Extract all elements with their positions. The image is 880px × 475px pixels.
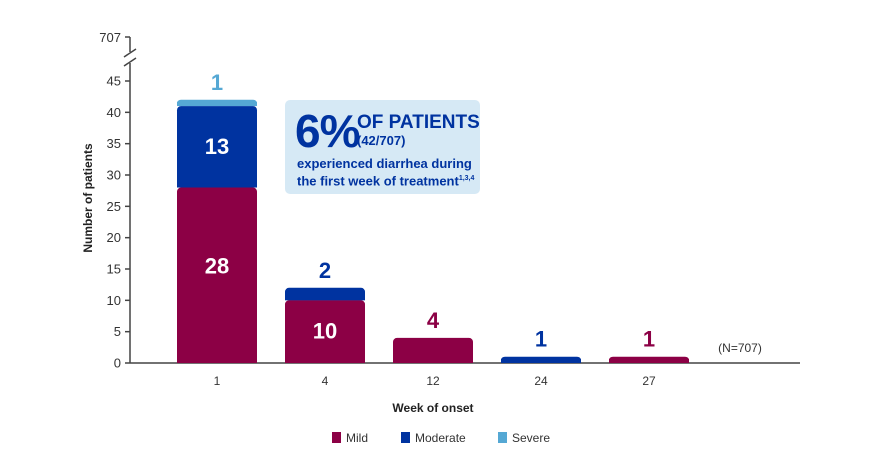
y-tick-label: 707 <box>99 30 121 45</box>
bar-segment-base <box>177 183 257 188</box>
bar-segment-mild <box>393 337 473 363</box>
bar-segment-moderate <box>177 106 257 188</box>
legend-label-mild: Mild <box>346 431 368 445</box>
y-tick-label: 0 <box>114 356 121 371</box>
y-tick-label: 35 <box>107 136 121 151</box>
axis-break <box>123 48 137 58</box>
y-tick-label: 30 <box>107 168 121 183</box>
data-label: 2 <box>319 258 331 283</box>
legend-swatch-mild <box>332 432 341 443</box>
bar-segment-mild <box>177 187 257 363</box>
y-tick-label: 15 <box>107 262 121 277</box>
callout-superscript: 1,3,4 <box>458 175 475 182</box>
legend-swatch-severe <box>498 432 507 443</box>
data-label: 10 <box>313 319 337 344</box>
callout-fraction: (42/707) <box>357 133 406 148</box>
data-label: 1 <box>211 70 223 95</box>
y-tick-label: 10 <box>107 293 121 308</box>
bar-segment-mild <box>285 300 365 363</box>
callout-description-text: experienced diarrhea during the first we… <box>297 156 472 189</box>
bar-segment-base <box>609 359 689 363</box>
bar-segment-base <box>177 102 257 107</box>
n-label: (N=707) <box>718 341 762 355</box>
callout-headline: OF PATIENTS <box>357 112 480 133</box>
callout-description: experienced diarrhea during the first we… <box>297 156 482 188</box>
bar-segment-base <box>501 359 581 363</box>
y-tick-label: 40 <box>107 105 121 120</box>
x-tick-label: 1 <box>214 374 221 388</box>
x-axis-label: Week of onset <box>392 401 473 415</box>
bar-segment-base <box>177 359 257 363</box>
legend-swatch-moderate <box>401 432 410 443</box>
bar-segment-base <box>393 359 473 363</box>
data-label: 28 <box>205 253 229 278</box>
x-tick-label: 24 <box>534 374 548 388</box>
data-label: 13 <box>205 134 229 159</box>
data-label: 1 <box>643 327 655 352</box>
bar-segment-base <box>285 296 365 301</box>
y-tick-label: 25 <box>107 199 121 214</box>
bar-segment-base <box>285 359 365 363</box>
callout-percent: 6% <box>295 105 360 157</box>
y-tick-label: 5 <box>114 324 121 339</box>
legend-label-severe: Severe <box>512 431 550 445</box>
legend-label-moderate: Moderate <box>415 431 466 445</box>
y-tick-label: 20 <box>107 230 121 245</box>
data-label: 4 <box>427 308 440 333</box>
x-tick-label: 12 <box>426 374 440 388</box>
callout-box: 6% OF PATIENTS (42/707) experienced diar… <box>285 100 480 194</box>
x-tick-label: 4 <box>322 374 329 388</box>
x-tick-label: 27 <box>642 374 656 388</box>
y-axis-label: Number of patients <box>81 143 95 253</box>
axis-break <box>123 57 137 67</box>
y-tick-label: 45 <box>107 74 121 89</box>
data-label: 1 <box>535 327 547 352</box>
